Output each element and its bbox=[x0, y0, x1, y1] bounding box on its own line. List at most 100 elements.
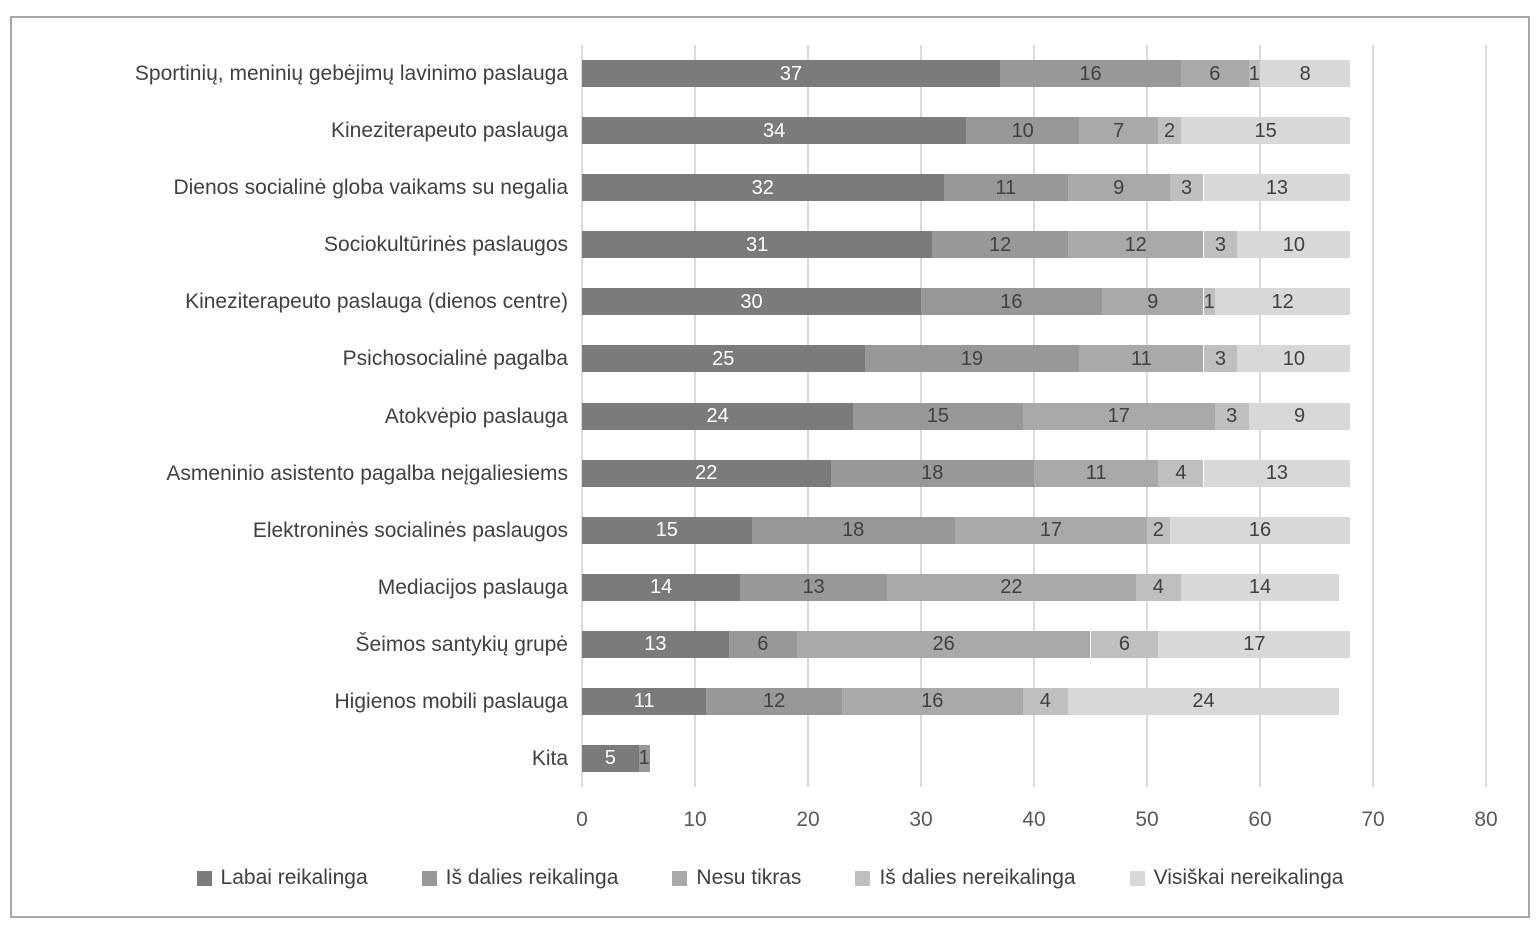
bar-segment: 9 bbox=[1067, 174, 1170, 202]
bar-segment: 11 bbox=[943, 174, 1068, 202]
bar-value-label: 9 bbox=[1293, 405, 1306, 427]
bar-segment: 4 bbox=[1022, 687, 1068, 715]
x-axis-tick-label: 60 bbox=[1248, 808, 1272, 831]
category-label: Dienos socialinė globa vaikams su negali… bbox=[173, 176, 568, 200]
bar-segment: 37 bbox=[582, 60, 1001, 88]
bar-segment: 18 bbox=[751, 516, 955, 544]
bar-segment: 13 bbox=[1203, 459, 1351, 487]
bar-value-label: 17 bbox=[1039, 519, 1063, 542]
bar-value-label: 37 bbox=[779, 62, 803, 85]
bar-value-label: 10 bbox=[1011, 119, 1034, 142]
bar-value-label: 24 bbox=[1192, 690, 1215, 713]
legend-item: Labai reikalinga bbox=[196, 866, 368, 890]
bar-value-label: 3 bbox=[1214, 233, 1226, 256]
legend-label: Nesu tikras bbox=[696, 866, 802, 889]
bar-segment: 3 bbox=[1169, 174, 1204, 202]
bar-value-label: 4 bbox=[1175, 462, 1187, 485]
category-label: Psichosocialinė pagalba bbox=[342, 347, 568, 371]
legend-item: Nesu tikras bbox=[672, 866, 801, 890]
bar-segment: 24 bbox=[1067, 687, 1340, 715]
bar-value-label: 14 bbox=[1248, 576, 1272, 599]
legend-item: Iš dalies reikalinga bbox=[421, 866, 618, 890]
legend: Labai reikalinga Iš dalies reikalinga Nesu… bbox=[12, 860, 1528, 896]
bar-segment: 11 bbox=[1034, 459, 1159, 487]
bar-value-label: 13 bbox=[1265, 176, 1289, 199]
bar-segment: 7 bbox=[1079, 117, 1159, 145]
bar-value-label: 19 bbox=[960, 347, 983, 370]
bar-value-label: 17 bbox=[1107, 405, 1130, 427]
legend-swatch-icon bbox=[196, 870, 212, 886]
category-label: Elektroninės socialinės paslaugos bbox=[252, 518, 568, 542]
bar-segment: 14 bbox=[1180, 573, 1340, 601]
bar-segment: 17 bbox=[954, 516, 1147, 544]
bar-segment: 8 bbox=[1260, 60, 1351, 88]
bar-value-label: 13 bbox=[1265, 462, 1289, 485]
bar-value-label: 15 bbox=[926, 405, 950, 427]
bar-value-label: 2 bbox=[1164, 119, 1176, 142]
bar-value-label: 10 bbox=[1282, 347, 1306, 370]
bar-value-label: 12 bbox=[988, 233, 1012, 256]
bar-value-label: 6 bbox=[1118, 633, 1130, 656]
bar-segment: 1 bbox=[638, 744, 650, 772]
bar-segment: 25 bbox=[582, 345, 865, 373]
legend-swatch-icon bbox=[421, 870, 437, 886]
bar-value-label: 32 bbox=[751, 176, 774, 199]
bar-value-label: 4 bbox=[1152, 576, 1164, 599]
plot-area: 0 10 20 30 40 50 60 70 80 Sportinių, meninių gebė… bbox=[12, 18, 1528, 916]
category-label: Higienos mobili paslauga bbox=[334, 689, 568, 713]
bar-segment: 13 bbox=[582, 630, 729, 658]
bar-value-label: 15 bbox=[1254, 119, 1277, 142]
bar-segment: 13 bbox=[1203, 174, 1351, 202]
bar-value-label: 18 bbox=[842, 519, 865, 542]
bar-value-label: 22 bbox=[1000, 576, 1023, 599]
bar-segment: 26 bbox=[796, 630, 1091, 658]
legend-label: Iš dalies nereikalinga bbox=[879, 866, 1076, 889]
bar-value-label: 6 bbox=[757, 633, 769, 656]
bar-segment: 12 bbox=[706, 687, 842, 715]
bar-segment: 16 bbox=[841, 687, 1023, 715]
bar-value-label: 22 bbox=[695, 462, 718, 485]
bar-value-label: 17 bbox=[1243, 633, 1266, 656]
bar-segment: 14 bbox=[582, 573, 741, 601]
bar-segment: 3 bbox=[1203, 345, 1238, 373]
category-label: Šeimos santykių grupė bbox=[355, 632, 568, 656]
x-axis-tick-label: 10 bbox=[683, 808, 707, 831]
legend-swatch-icon bbox=[855, 870, 871, 886]
x-axis-tick-label: 80 bbox=[1474, 808, 1498, 831]
bar-segment: 16 bbox=[1000, 60, 1181, 88]
bar-segment: 15 bbox=[853, 402, 1023, 430]
bar-segment: 6 bbox=[728, 630, 797, 658]
bar-value-label: 1 bbox=[1203, 290, 1215, 313]
bar-value-label: 14 bbox=[649, 576, 673, 599]
bar-value-label: 16 bbox=[921, 690, 944, 713]
bar-value-label: 8 bbox=[1299, 62, 1311, 85]
bar-value-label: 12 bbox=[1271, 290, 1294, 313]
bar-value-label: 16 bbox=[1248, 519, 1272, 542]
bar-value-label: 9 bbox=[1147, 290, 1159, 313]
x-axis-tick-label: 70 bbox=[1361, 808, 1385, 831]
bar-segment: 34 bbox=[582, 117, 967, 145]
bar-segment: 10 bbox=[1237, 231, 1351, 259]
bar-segment: 9 bbox=[1248, 402, 1351, 430]
x-axis-tick-label: 0 bbox=[576, 808, 588, 831]
category-label: Mediacijos paslauga bbox=[377, 575, 568, 599]
category-label: Kineziterapeuto paslauga bbox=[330, 119, 568, 143]
legend-label: Visiškai nereikalinga bbox=[1153, 866, 1344, 889]
category-label: Atokvėpio paslauga bbox=[384, 404, 568, 428]
bar-value-label: 11 bbox=[995, 176, 1017, 199]
legend-swatch-icon bbox=[672, 870, 688, 886]
bar-value-label: 15 bbox=[655, 519, 678, 542]
bar-segment: 5 bbox=[582, 744, 639, 772]
bar-segment: 31 bbox=[582, 231, 933, 259]
bar-segment: 13 bbox=[740, 573, 888, 601]
x-axis-tick-label: 40 bbox=[1022, 808, 1046, 831]
bar-value-label: 18 bbox=[921, 462, 944, 485]
bar-segment: 17 bbox=[1158, 630, 1351, 658]
bar-value-label: 5 bbox=[604, 747, 616, 770]
bar-value-label: 3 bbox=[1214, 347, 1226, 370]
bar-segment: 32 bbox=[582, 174, 944, 202]
bar-segment: 4 bbox=[1158, 459, 1204, 487]
legend-swatch-icon bbox=[1129, 870, 1145, 886]
bar-segment: 15 bbox=[582, 516, 752, 544]
category-label: Asmeninio asistento pagalba neįgaliesiem… bbox=[166, 461, 568, 485]
